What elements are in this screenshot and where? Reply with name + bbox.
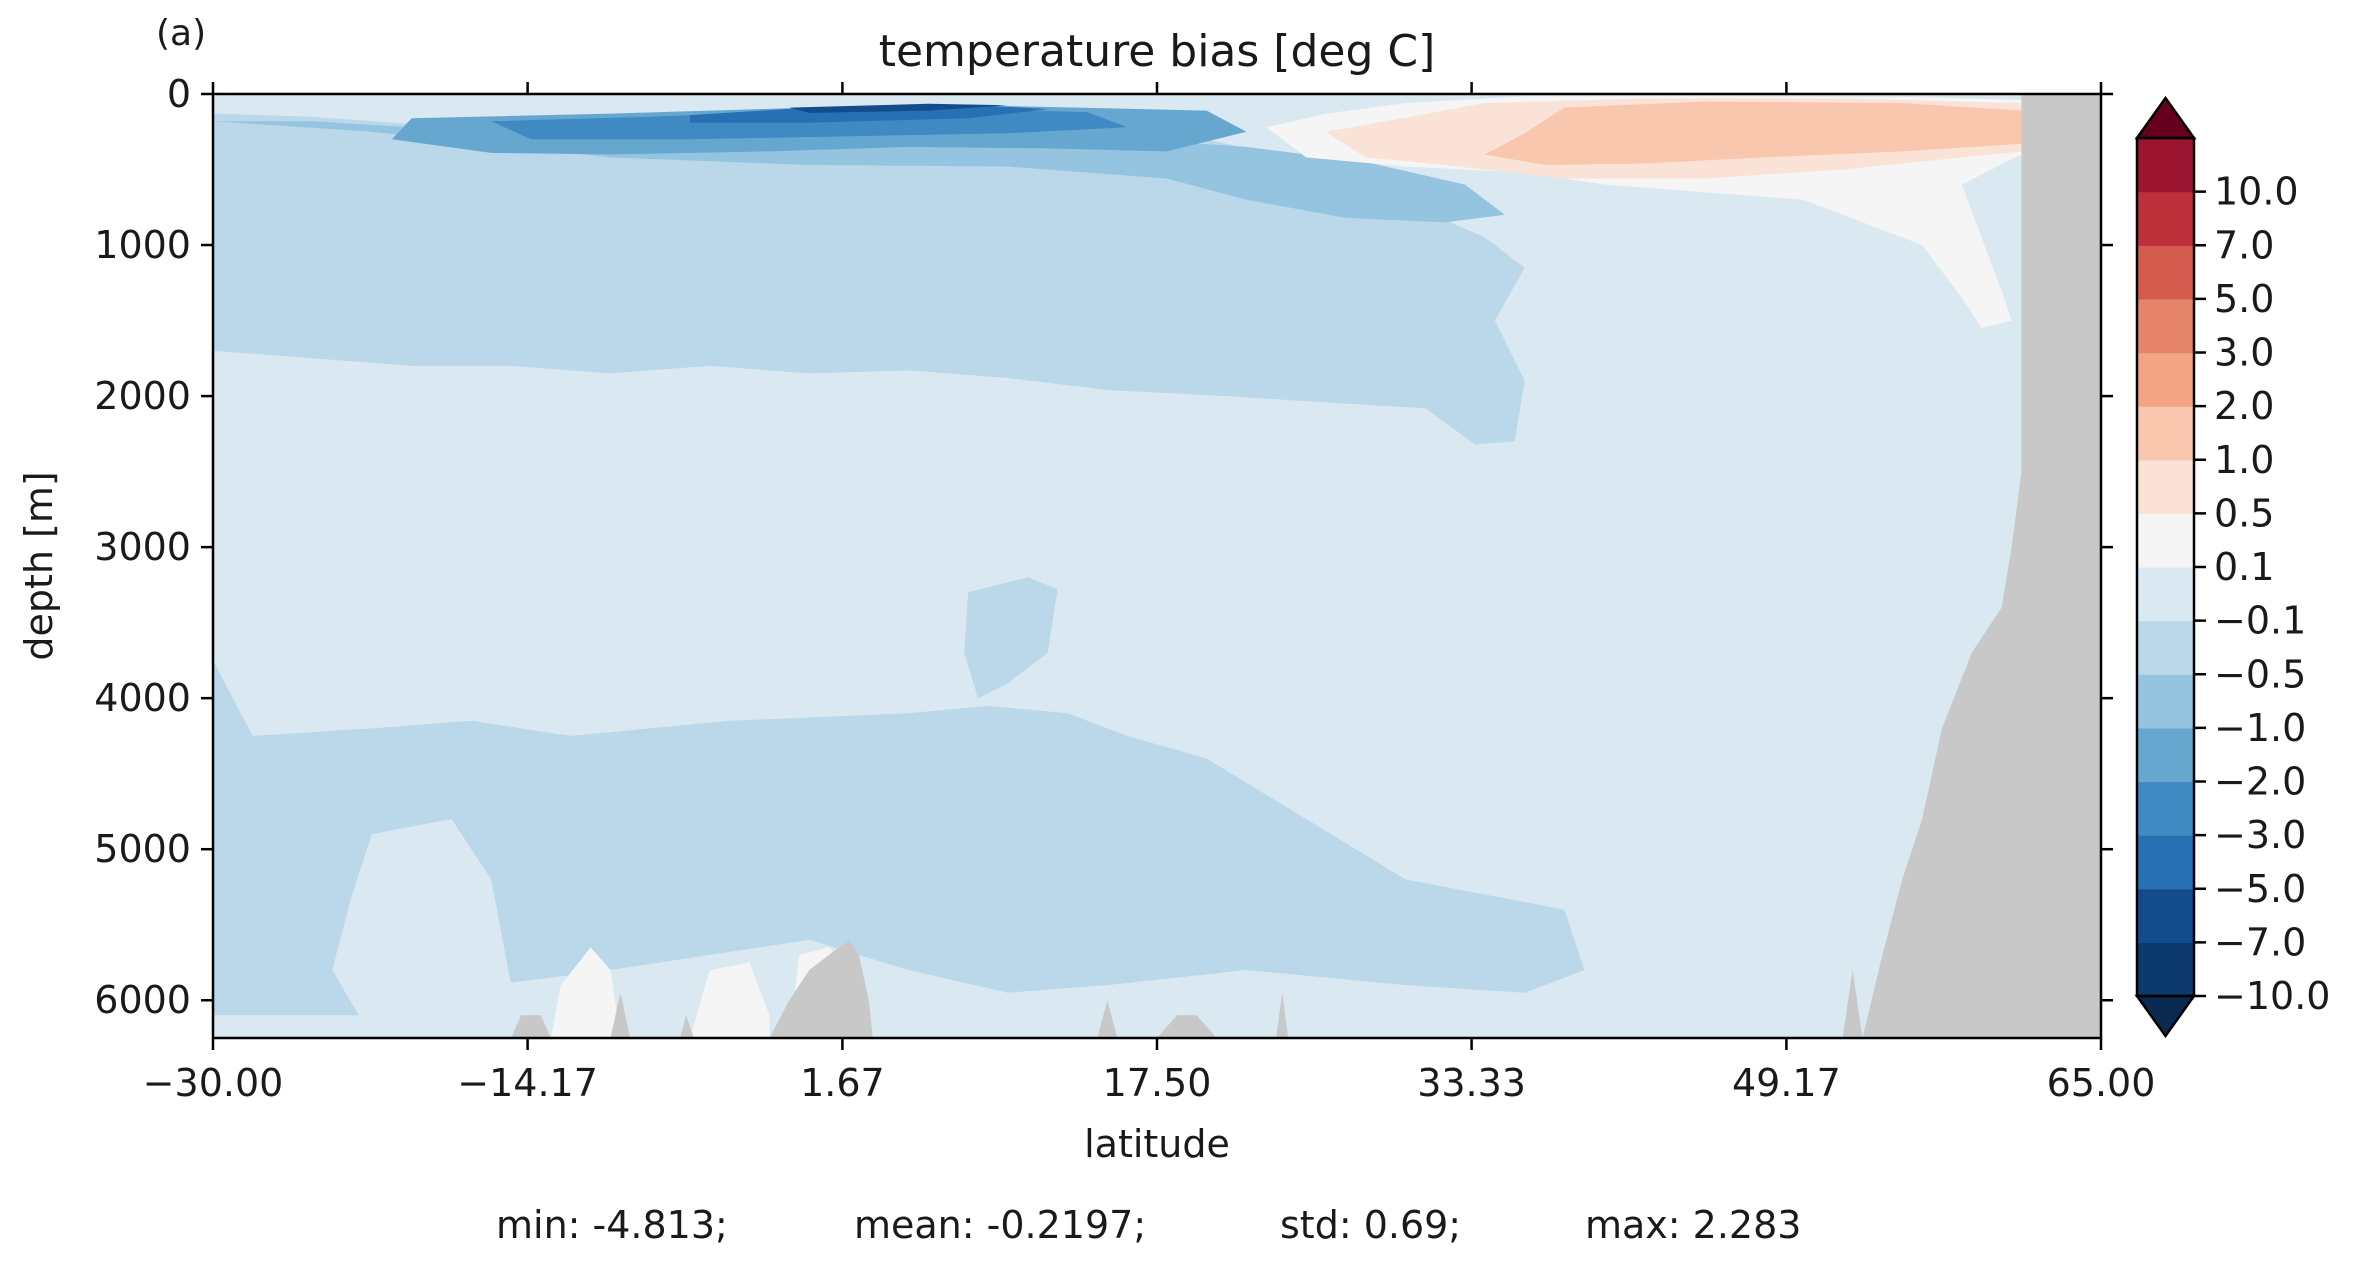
y-tick-label: 6000 — [94, 978, 191, 1022]
colorbar-band — [2137, 567, 2194, 622]
stat-mean: mean: -0.2197; — [854, 1203, 1146, 1247]
colorbar-tick-label: 5.0 — [2214, 277, 2274, 321]
x-tick-label: 49.17 — [1732, 1061, 1841, 1105]
y-tick-label: 4000 — [94, 676, 191, 720]
x-tick-label: −14.17 — [457, 1061, 598, 1105]
colorbar-band — [2137, 406, 2194, 461]
y-tick-label: 3000 — [94, 525, 191, 569]
panel-label: (a) — [156, 13, 206, 54]
colorbar-tick-label: −0.1 — [2214, 599, 2306, 643]
land-region — [1097, 1000, 1118, 1038]
plot-area — [211, 92, 2103, 1040]
contour-region — [550, 947, 621, 1038]
colorbar-band — [2137, 620, 2194, 675]
x-axis-label: latitude — [1084, 1122, 1230, 1166]
contour-region — [964, 577, 1058, 699]
colorbar-tick-label: −3.0 — [2214, 813, 2306, 857]
chart-title: temperature bias [deg C] — [879, 26, 1436, 77]
colorbar-band — [2137, 674, 2194, 729]
colorbar-band — [2137, 835, 2194, 890]
colorbar-tick-label: −2.0 — [2214, 760, 2306, 804]
land-mask — [511, 94, 2101, 1038]
colorbar-band — [2137, 942, 2194, 997]
colorbar-tick-label: 10.0 — [2214, 170, 2299, 214]
colorbar-tick-label: 0.5 — [2214, 491, 2274, 535]
stat-max: max: 2.283 — [1585, 1203, 1801, 1247]
x-tick-label: 33.33 — [1417, 1061, 1526, 1105]
colorbar-extend-min — [2134, 994, 2197, 1039]
contour-region — [789, 103, 1008, 113]
x-axis-ticks: −30.00 −14.17 1.67 17.50 33.33 49.17 65.00 — [143, 82, 2156, 1105]
stat-std: std: 0.69; — [1280, 1203, 1461, 1247]
land-region — [1276, 992, 1289, 1038]
y-tick-label: 2000 — [94, 374, 191, 418]
y-axis-ticks: 0 1000 2000 3000 4000 5000 6000 — [94, 72, 2113, 1022]
land-region — [680, 1015, 694, 1038]
x-tick-label: 1.67 — [800, 1061, 885, 1105]
colorbar-tick-label: −10.0 — [2214, 974, 2330, 1018]
y-tick-label: 1000 — [94, 223, 191, 267]
colorbar-tick-label: 7.0 — [2214, 223, 2274, 267]
colorbar-tick-label: −0.5 — [2214, 652, 2306, 696]
stat-min: min: -4.813; — [496, 1203, 728, 1247]
land-region — [1842, 970, 1863, 1038]
colorbar-band — [2137, 888, 2194, 943]
land-region — [769, 939, 873, 1038]
land-region — [610, 992, 631, 1038]
land-region — [1862, 94, 2101, 1038]
contour-region — [1484, 101, 2022, 165]
colorbar-tick-label: −5.0 — [2214, 867, 2306, 911]
colorbar-band — [2137, 459, 2194, 514]
colorbar-band — [2137, 781, 2194, 836]
colorbar-band — [2137, 513, 2194, 568]
colorbar-tick-label: 3.0 — [2214, 331, 2274, 375]
colorbar-band — [2137, 138, 2194, 193]
y-tick-label: 0 — [167, 72, 191, 116]
x-tick-label: 17.50 — [1103, 1061, 1212, 1105]
colorbar-band — [2137, 191, 2194, 246]
colorbar-band — [2137, 352, 2194, 407]
contour-region — [690, 962, 770, 1038]
colorbar-extend-max — [2134, 95, 2197, 140]
stats-footer: min: -4.813; mean: -0.2197; std: 0.69; m… — [496, 1203, 1801, 1247]
land-region — [511, 1015, 551, 1038]
land-region — [1157, 1015, 1217, 1038]
colorbar-band — [2137, 245, 2194, 300]
contour-region — [332, 819, 512, 1038]
colorbar-tick-label: −7.0 — [2214, 920, 2306, 964]
colorbar-tick-label: −1.0 — [2214, 706, 2306, 750]
colorbar: −10.0 −7.0 −5.0 −3.0 −2.0 −1.0 −0.5 −0.1 0.1 0.5 1… — [2134, 95, 2330, 1039]
colorbar-tick-label: 0.1 — [2214, 545, 2274, 589]
colorbar-band — [2137, 298, 2194, 354]
x-tick-label: 65.00 — [2047, 1061, 2156, 1105]
x-tick-label: −30.00 — [143, 1061, 284, 1105]
colorbar-tick-label: 1.0 — [2214, 438, 2274, 482]
colorbar-band — [2137, 727, 2194, 783]
y-tick-label: 5000 — [94, 827, 191, 871]
colorbar-tick-label: 2.0 — [2214, 384, 2274, 428]
contour-region — [213, 113, 1525, 445]
y-axis-label: depth [m] — [17, 471, 61, 660]
contour-region — [213, 660, 1585, 1016]
contour-region — [690, 104, 1048, 123]
